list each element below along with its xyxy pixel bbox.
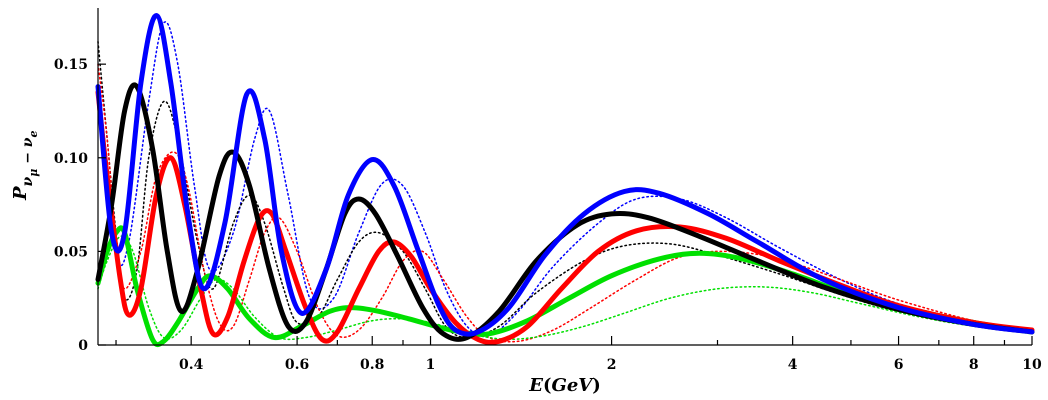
x-tick-label-6: 6 (894, 357, 904, 373)
series-black-solid (95, 82, 1035, 342)
y-axis-title-dash: − (20, 147, 36, 168)
x-tick-label-2: 2 (607, 357, 617, 373)
series-blue-dotted (97, 21, 1033, 338)
y-axis-title-sub2: ν (20, 137, 36, 147)
x-tick-label-0.4: 0.4 (179, 357, 204, 373)
series-layer (95, 13, 1035, 348)
y-tick-label-0.15: 0.15 (54, 57, 88, 73)
y-axis-title-main: P (10, 186, 31, 201)
x-tick-label-8: 8 (969, 357, 979, 373)
x-axis-title-main: E (528, 375, 543, 396)
x-tick-label-0.6: 0.6 (285, 357, 309, 373)
x-tick-label-1: 1 (426, 357, 436, 373)
series-black-dotted (97, 40, 1033, 339)
x-tick-label-4: 4 (788, 357, 798, 373)
x-axis-title-unit: GeV (551, 375, 594, 396)
y-tick-label-0: 0 (78, 338, 88, 354)
series-red-dotted (97, 63, 1033, 343)
y-tick-label-0.05: 0.05 (54, 244, 88, 260)
ticks-layer: 0.4 0.6 0.8 1 2 4 6 8 10 0 0.05 0.10 0.15 (54, 57, 1042, 373)
axes-layer (97, 8, 1032, 346)
x-axis-title-close: ) (592, 375, 601, 396)
series-green-solid (95, 225, 1035, 348)
y-axis-title: Pνμ − νe (10, 130, 40, 201)
x-axis-title: E(GeV) (528, 375, 601, 396)
y-axis-title-subsub1: μ (27, 169, 40, 177)
series-blue-solid (95, 13, 1035, 337)
y-axis-title-subsub2: e (27, 130, 40, 137)
y-tick-label-0.10: 0.10 (54, 151, 88, 167)
x-axis-title-open: ( (543, 375, 552, 396)
x-tick-label-0.8: 0.8 (360, 357, 384, 373)
y-axis-title-sub1: ν (20, 176, 36, 186)
x-tick-label-10: 10 (1022, 357, 1042, 373)
